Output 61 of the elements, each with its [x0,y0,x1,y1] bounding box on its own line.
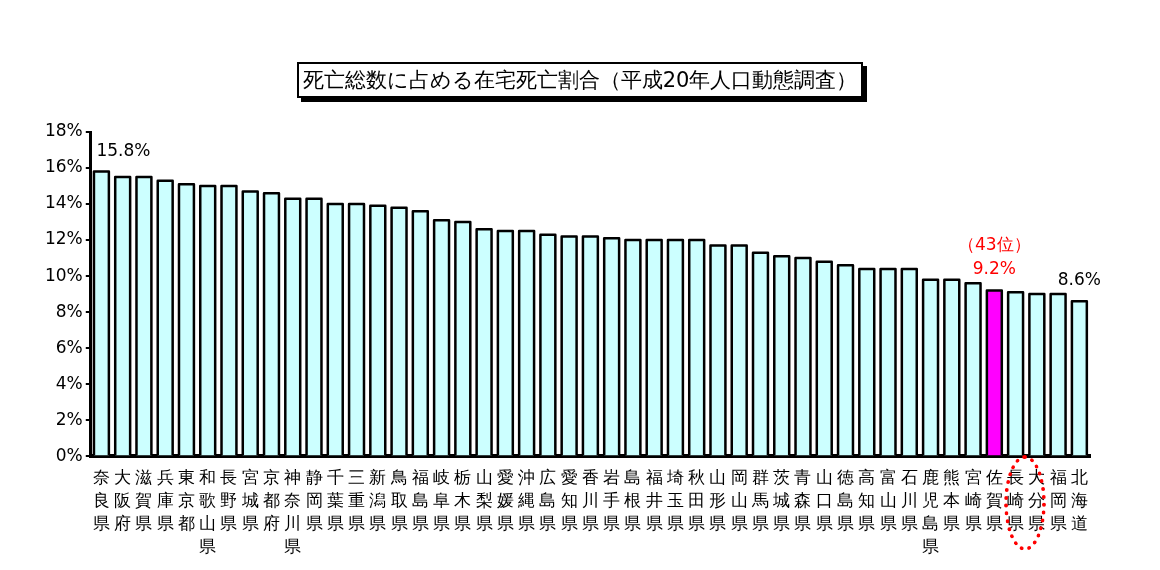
y-tick-label: 14% [44,192,83,213]
x-tick-label: 京都府 [262,467,280,533]
x-tick-label: 徳島県 [837,467,855,533]
data-label: 8.6% [1057,269,1101,290]
x-tick-label: 栃木県 [454,467,472,533]
x-tick-label: 三重県 [348,467,366,533]
x-tick-label: 奈良県 [92,467,110,533]
y-tick-label: 16% [44,156,83,177]
x-tick-label: 高知県 [858,467,876,533]
x-tick-label: 沖縄県 [517,467,536,533]
x-tick-label: 新潟県 [369,467,387,533]
x-tick-label: 鳥取県 [389,467,408,533]
x-tick-label: 宮城県 [240,467,259,533]
x-tick-label: 岐阜県 [433,467,451,533]
x-tick-label: 石川県 [900,467,918,533]
y-tick-label: 0% [55,444,83,465]
y-tick-label: 10% [44,264,83,285]
y-tick-label: 4% [55,372,83,393]
x-tick-label: 熊本県 [943,467,961,533]
x-tick-label: 香川県 [581,467,599,533]
x-tick-label: 福井県 [645,467,663,533]
x-tick-label: 長野県 [220,467,238,533]
x-tick-label: 島根県 [624,467,642,533]
x-tick-label: 和歌山県 [199,467,217,556]
x-tick-label: 佐賀県 [985,467,1003,533]
x-tick-label: 山口県 [815,467,833,533]
y-tick-label: 18% [44,120,83,141]
x-tick-label: 神奈川県 [284,467,302,556]
data-label: 15.8% [96,139,151,160]
x-tick-label: 岡山県 [730,467,748,533]
y-tick-label: 8% [55,300,83,321]
x-tick-label: 大阪府 [114,467,132,533]
y-tick-label: 2% [55,408,83,429]
x-tick-label: 兵庫県 [156,467,174,533]
x-tick-label: 秋田県 [688,467,706,533]
y-tick-label: 12% [44,228,83,249]
chart-title: 死亡総数に占める在宅死亡割合（平成20年人口動態調査） [296,62,864,98]
x-tick-label: 静岡県 [305,467,323,533]
x-tick-label: 富山県 [879,467,897,533]
x-tick-label: 愛知県 [560,467,578,533]
x-tick-label: 山梨県 [475,467,493,533]
x-tick-label: 広島県 [539,467,557,533]
x-tick-label: 東京都 [177,467,195,533]
y-tick-label: 6% [55,336,83,357]
x-tick-label: 青森県 [794,467,812,533]
x-tick-label: 鹿児島県 [922,467,940,556]
x-tick-label: 北海道 [1070,467,1088,533]
data-label: 9.2% [972,258,1016,279]
x-tick-label: 千葉県 [326,467,344,533]
x-tick-label: 山形県 [709,467,727,533]
x-tick-label: 岩手県 [603,467,621,533]
x-tick-label: 長崎県 [1007,467,1025,533]
annotation: （43位） [958,234,1031,255]
x-tick-label: 埼玉県 [665,467,684,533]
x-tick-label: 福岡県 [1049,467,1067,533]
x-tick-label: 福島県 [411,467,429,533]
x-tick-label: 群馬県 [750,467,769,533]
x-tick-label: 茨城県 [772,467,791,533]
x-tick-label: 宮崎県 [964,467,982,533]
x-tick-label: 愛媛県 [496,467,514,533]
x-tick-label: 滋賀県 [135,467,153,533]
